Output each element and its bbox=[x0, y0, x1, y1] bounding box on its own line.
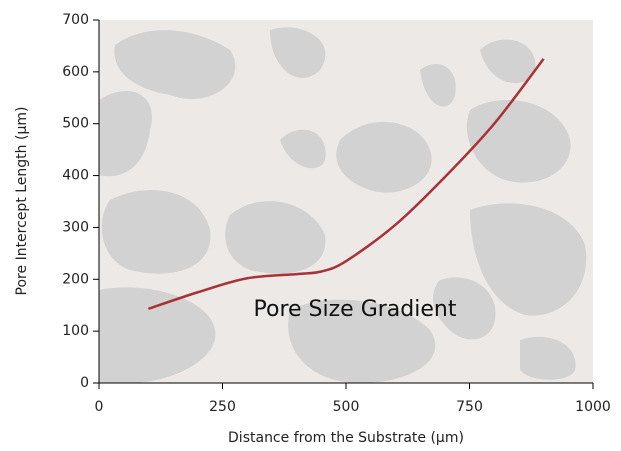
x-tick-label: 500 bbox=[333, 399, 360, 415]
plot-background bbox=[99, 20, 593, 383]
y-tick-label: 700 bbox=[62, 12, 89, 28]
y-tick-label: 100 bbox=[62, 323, 89, 339]
x-tick-label: 250 bbox=[209, 399, 236, 415]
data-line bbox=[148, 58, 545, 311]
x-tick-label: 750 bbox=[456, 399, 483, 415]
x-axis-label: Distance from the Substrate (µm) bbox=[228, 430, 464, 446]
y-tick-label: 400 bbox=[62, 168, 89, 184]
y-tick-label: 500 bbox=[62, 116, 89, 132]
x-tick-label: 0 bbox=[95, 399, 104, 415]
y-axis-label: Pore Intercept Length (µm) bbox=[14, 107, 30, 296]
y-tick-label: 200 bbox=[62, 271, 89, 287]
y-tick-label: 300 bbox=[62, 219, 89, 235]
x-tick-label: 1000 bbox=[575, 399, 611, 415]
annotation: Pore Size Gradient bbox=[254, 297, 457, 322]
y-tick-label: 600 bbox=[62, 64, 89, 80]
y-tick-label: 0 bbox=[80, 375, 89, 391]
